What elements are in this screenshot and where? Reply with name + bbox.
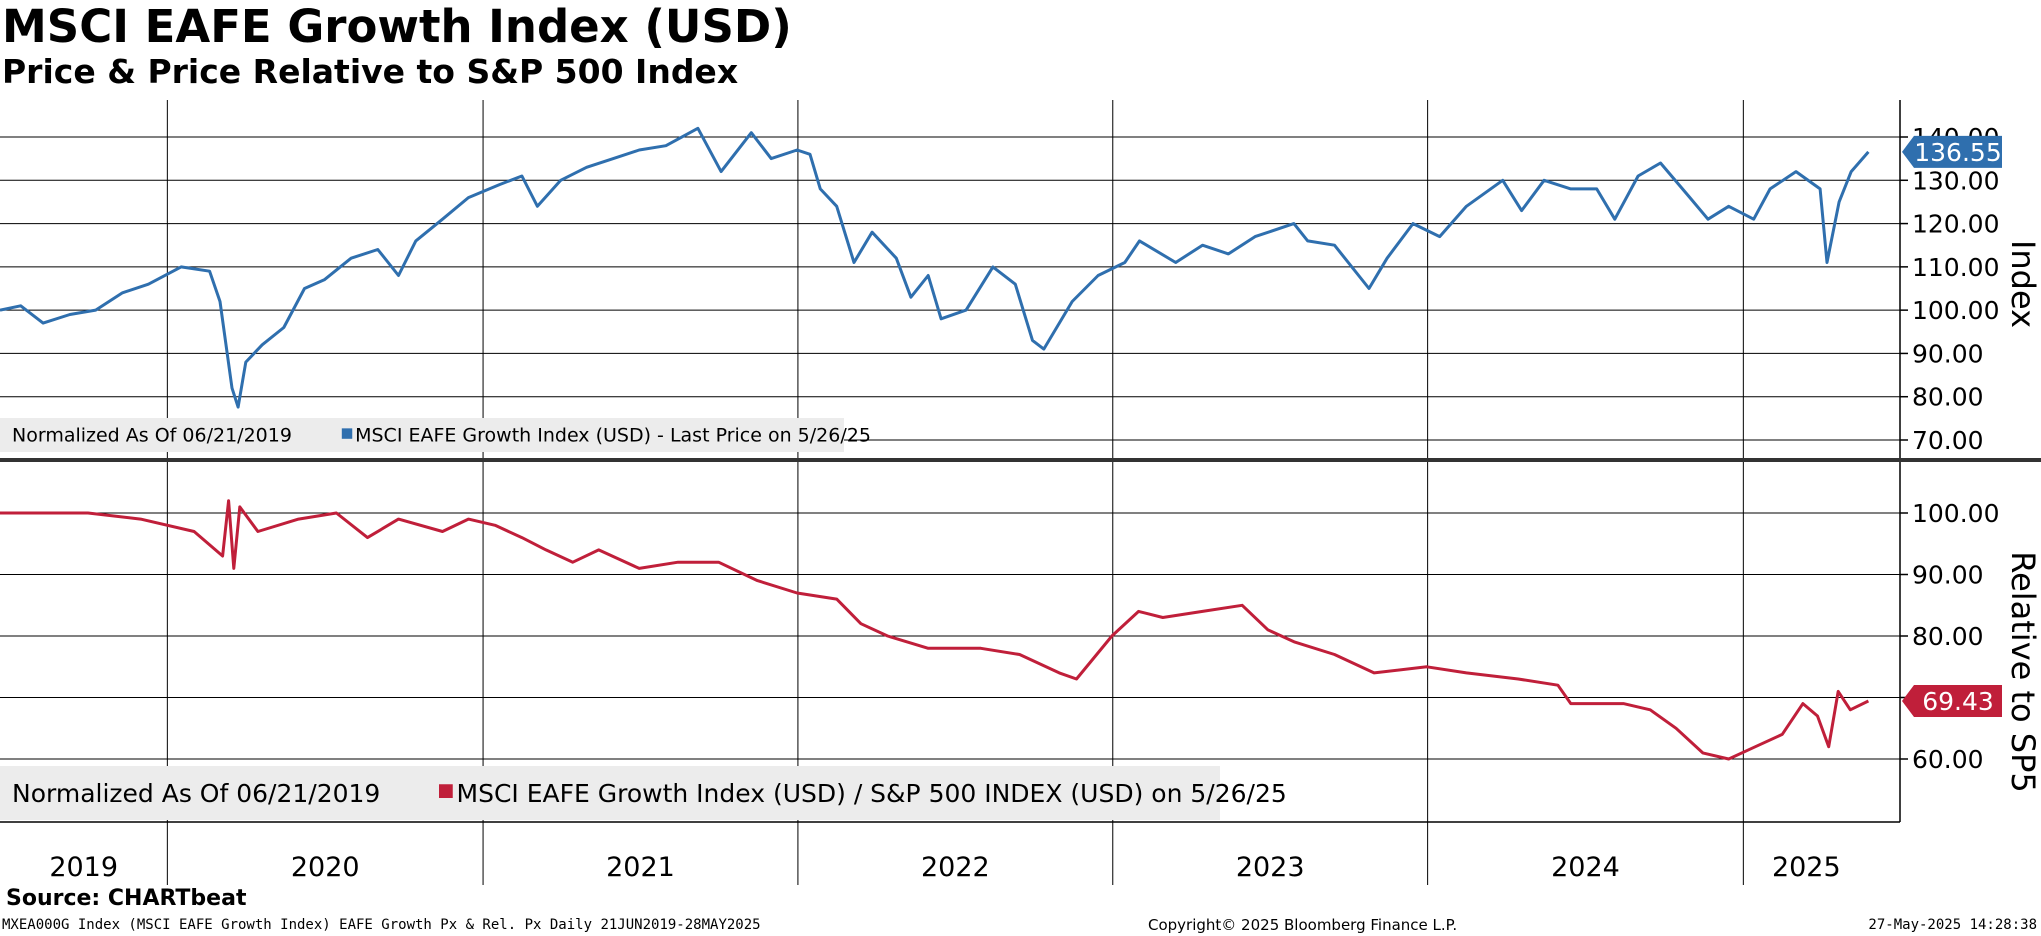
x-tick-label: 2019 — [49, 852, 118, 883]
legend-box — [0, 418, 844, 452]
series-layer — [0, 126, 1870, 761]
x-tick-label: 2022 — [921, 852, 990, 883]
ticker-line: MXEA000G Index (MSCI EAFE Growth Index) … — [2, 917, 761, 933]
y-tick-label: 90.00 — [1912, 561, 1984, 590]
y-tick-label: 70.00 — [1912, 426, 1984, 455]
y-axis-title: Index — [2004, 240, 2041, 328]
x-tick-label: 2025 — [1772, 852, 1841, 883]
x-tick-label: 2021 — [606, 852, 675, 883]
last-value-tag — [1902, 685, 2002, 718]
y-tick-label: 90.00 — [1912, 339, 1984, 368]
panel-divider — [0, 458, 2041, 462]
legend-series-name: MSCI EAFE Growth Index (USD) / S&P 500 I… — [457, 779, 1287, 808]
series-line — [0, 126, 1870, 409]
series-line — [0, 499, 1870, 761]
legend-series-name: MSCI EAFE Growth Index (USD) - Last Pric… — [355, 425, 871, 447]
y-tick-label: 130.00 — [1912, 166, 1999, 195]
legend-box — [0, 766, 1220, 820]
y-tick-label: 80.00 — [1912, 622, 1984, 651]
y-tick-label: 110.00 — [1912, 253, 1999, 282]
chart-title: MSCI EAFE Growth Index (USD) — [2, 0, 792, 53]
chart-subtitle: Price & Price Relative to S&P 500 Index — [2, 52, 739, 91]
legend-note: Normalized As Of 06/21/2019 — [12, 425, 292, 447]
y-tick-label: 60.00 — [1912, 745, 1984, 774]
x-tick-label: 2023 — [1236, 852, 1305, 883]
x-tick-label: 2024 — [1551, 852, 1620, 883]
y-tick-label: 80.00 — [1912, 383, 1984, 412]
last-value-label: 69.43 — [1922, 687, 1994, 716]
y-tick-label: 100.00 — [1912, 499, 1999, 528]
source-note: Source: CHARTbeat — [6, 886, 247, 911]
last-value-tag — [1902, 135, 2002, 168]
y-tick-label: 120.00 — [1912, 210, 1999, 239]
legend-note: Normalized As Of 06/21/2019 — [12, 779, 380, 808]
y-tick-label: 100.00 — [1912, 296, 1999, 325]
legend-swatch — [341, 428, 353, 439]
y-axis-title: Relative to SP5 — [2004, 551, 2041, 792]
last-value-label: 136.55 — [1914, 138, 2001, 167]
copyright-note: Copyright© 2025 Bloomberg Finance L.P. — [1148, 916, 1458, 934]
legend-swatch — [439, 784, 453, 798]
grid-layer — [0, 100, 2041, 885]
x-tick-label: 2020 — [291, 852, 360, 883]
label-layer: 70.0080.0090.00100.00110.00120.00130.001… — [0, 123, 2041, 883]
timestamp: 27-May-2025 14:28:38 — [1868, 917, 2037, 933]
